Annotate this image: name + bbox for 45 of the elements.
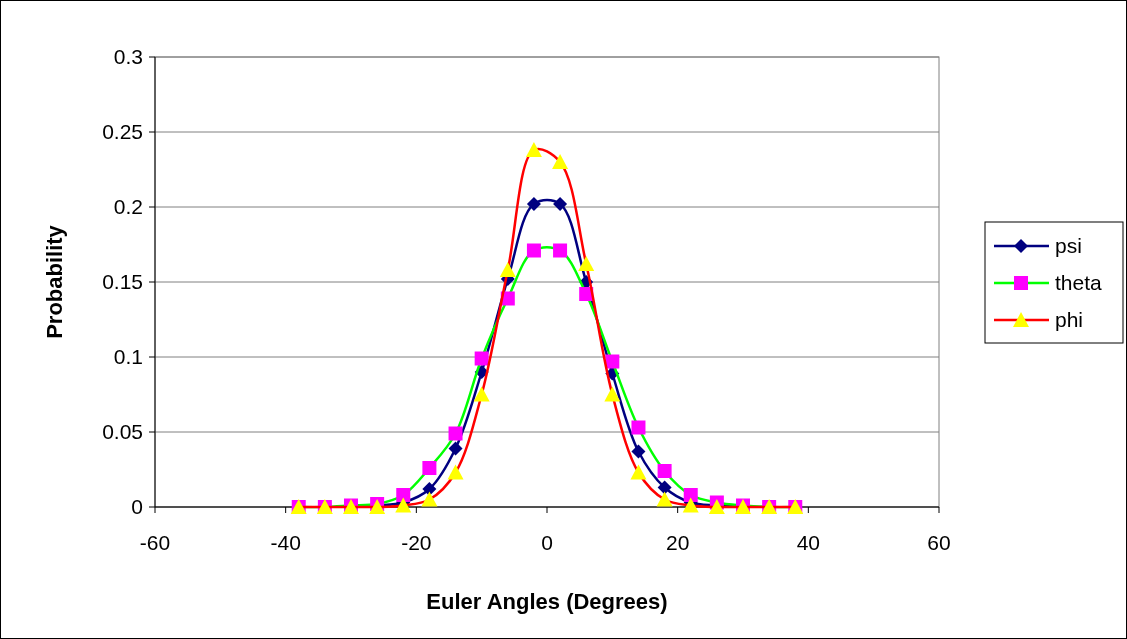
point	[553, 243, 568, 258]
point	[422, 461, 437, 475]
x-tick-label: 0	[541, 531, 553, 554]
point	[525, 142, 542, 157]
point	[656, 491, 673, 507]
y-tick-label: 0	[131, 495, 143, 519]
y-tick-label: 0.2	[113, 195, 143, 219]
point	[422, 482, 437, 496]
y-tick-label: 0.3	[113, 45, 143, 69]
point	[604, 386, 621, 402]
point	[657, 480, 672, 495]
point	[526, 197, 541, 211]
point	[396, 488, 411, 502]
x-tick-label: -40	[270, 531, 301, 554]
point	[552, 154, 569, 169]
point	[474, 351, 489, 366]
point	[631, 444, 646, 459]
point	[657, 464, 672, 478]
x-tick-label: 60	[927, 531, 951, 554]
y-tick-label: 0.25	[102, 120, 143, 144]
legend-label: phi	[1055, 308, 1084, 332]
x-tick-label: 20	[665, 531, 690, 554]
point	[473, 386, 490, 402]
x-tick-label: -60	[139, 531, 171, 554]
legend-label: theta	[1055, 271, 1103, 295]
point	[421, 491, 438, 507]
x-axis-title: Euler Angles (Degrees)	[426, 589, 668, 614]
point	[447, 464, 464, 480]
point	[499, 262, 516, 277]
x-tick-label: -20	[401, 531, 432, 554]
y-tick-label: 0.1	[113, 345, 143, 369]
y-axis-title: Probability	[42, 224, 67, 339]
point	[578, 256, 595, 271]
y-tick-label: 0.05	[102, 420, 143, 444]
point	[448, 426, 463, 441]
point	[448, 441, 463, 456]
point	[631, 420, 646, 435]
point	[683, 488, 698, 502]
x-tick-label: 40	[796, 531, 821, 554]
point	[630, 464, 647, 480]
point	[553, 197, 568, 211]
point	[605, 354, 620, 369]
legend-label: psi	[1055, 234, 1082, 258]
point	[526, 243, 541, 258]
y-tick-label: 0.15	[102, 270, 143, 294]
